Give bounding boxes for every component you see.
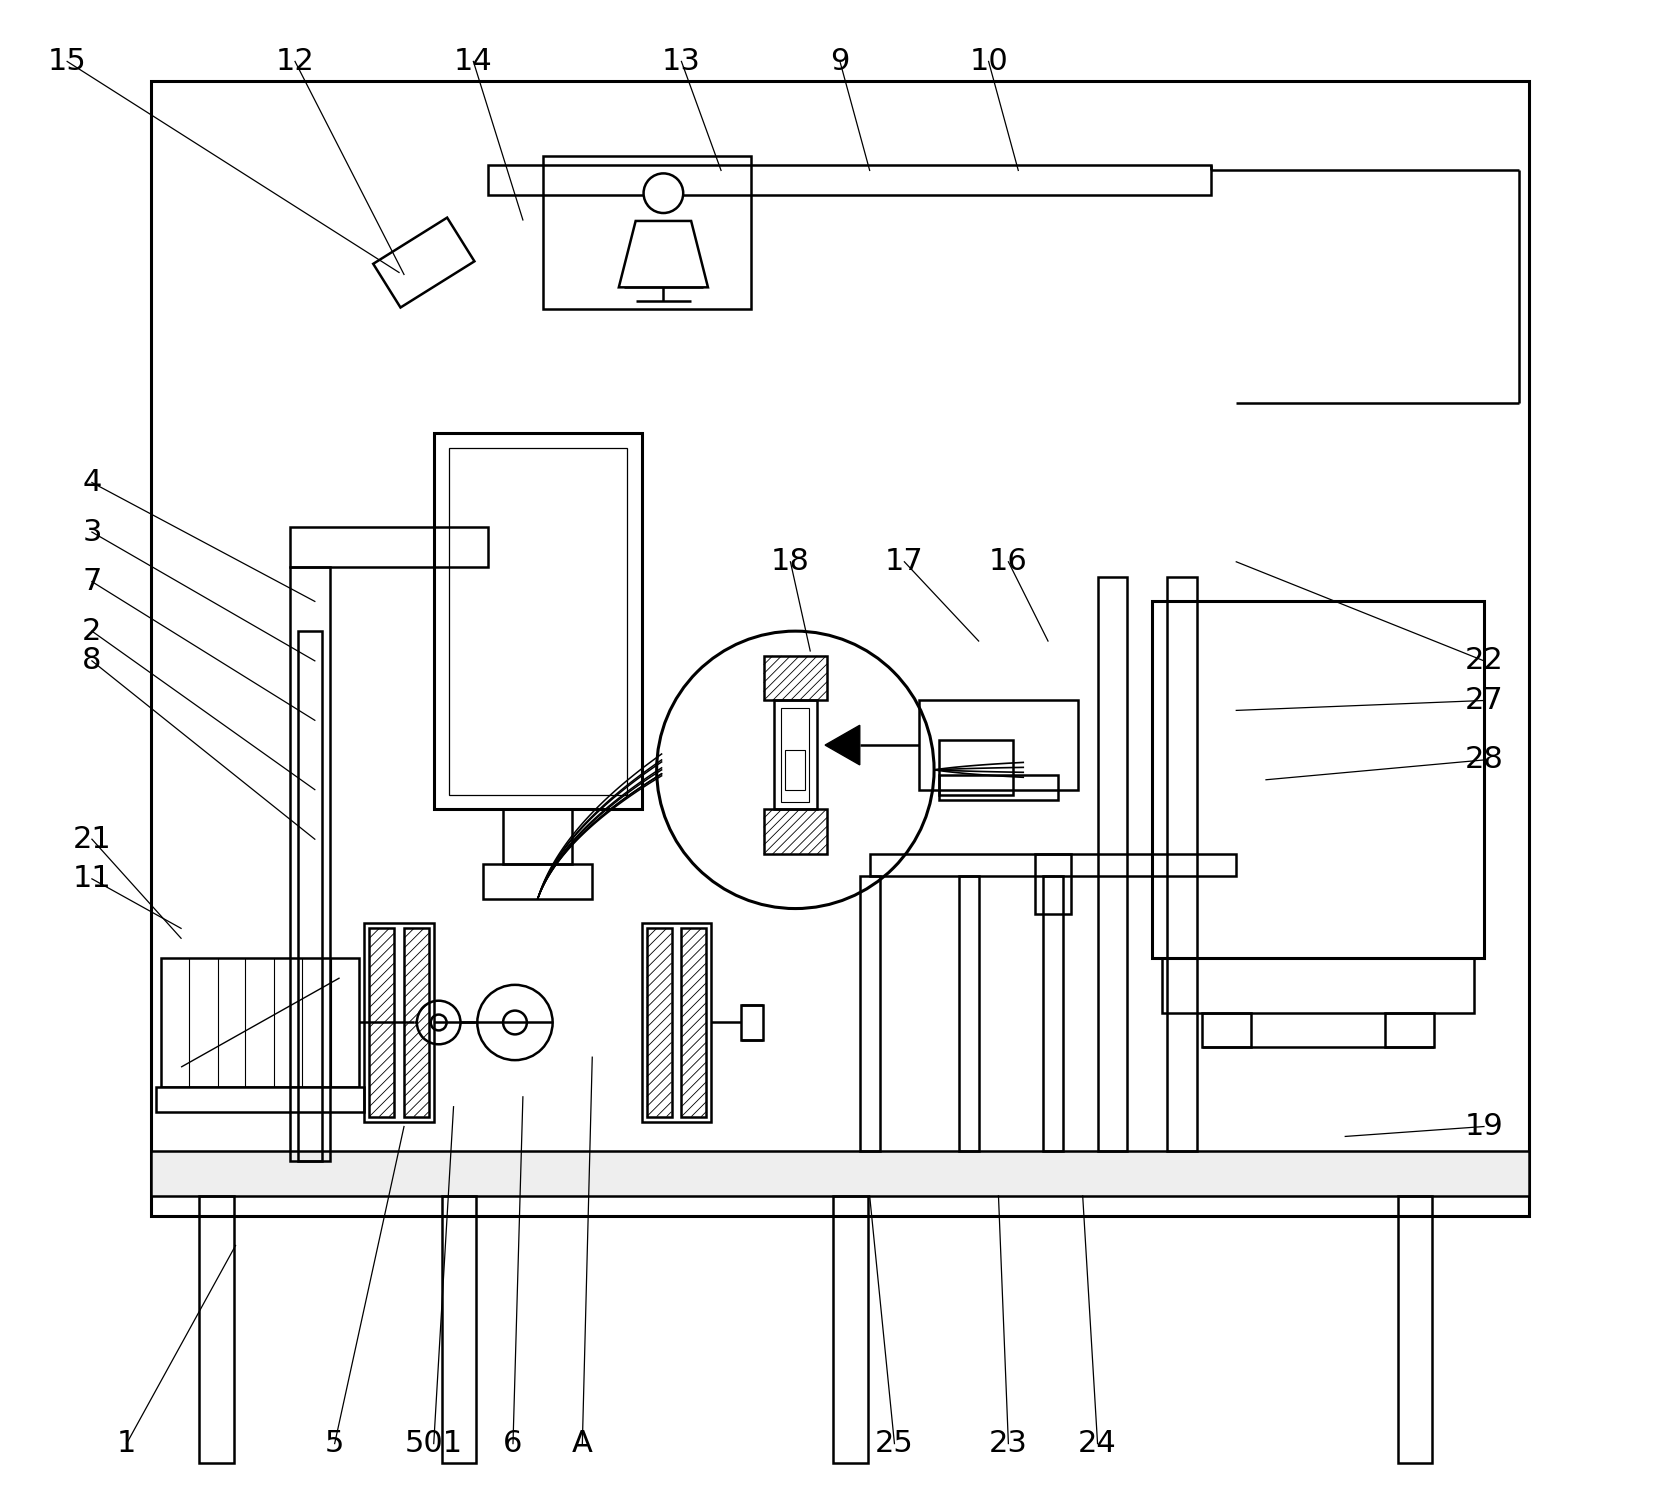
Bar — [502, 809, 572, 864]
Text: 21: 21 — [72, 824, 112, 853]
Bar — [157, 1087, 364, 1112]
Bar — [960, 876, 978, 1151]
Bar — [764, 809, 828, 854]
Bar — [1385, 1013, 1434, 1047]
Bar — [870, 854, 1237, 876]
Bar — [1043, 876, 1063, 1151]
Bar — [781, 708, 809, 802]
Text: 22: 22 — [1465, 647, 1504, 675]
Bar — [741, 1005, 763, 1040]
Bar — [484, 864, 592, 898]
Bar — [940, 740, 1013, 794]
Bar — [442, 1197, 476, 1463]
Bar — [542, 155, 751, 309]
Text: 3: 3 — [82, 517, 102, 547]
Text: 6: 6 — [504, 1429, 522, 1459]
Bar — [940, 775, 1058, 800]
Text: 14: 14 — [454, 47, 492, 75]
Text: 24: 24 — [1078, 1429, 1117, 1459]
Bar — [162, 958, 359, 1087]
Bar — [369, 928, 394, 1117]
Text: 12: 12 — [275, 47, 314, 75]
Bar — [434, 433, 643, 809]
Bar — [1202, 1013, 1252, 1047]
Text: 5: 5 — [325, 1429, 344, 1459]
Bar — [764, 656, 828, 701]
Text: 2: 2 — [82, 616, 102, 645]
Text: 4: 4 — [82, 469, 102, 497]
Bar — [1397, 1197, 1432, 1463]
Text: 15: 15 — [48, 47, 87, 75]
Bar — [643, 924, 711, 1121]
Text: 1: 1 — [117, 1429, 137, 1459]
Text: 13: 13 — [663, 47, 701, 75]
Bar — [1162, 958, 1474, 1013]
Bar — [290, 527, 489, 567]
Text: 9: 9 — [829, 47, 850, 75]
Bar — [290, 567, 330, 1162]
Bar — [833, 1197, 868, 1463]
Text: 7: 7 — [82, 567, 102, 597]
Text: 27: 27 — [1465, 686, 1504, 714]
Text: A: A — [572, 1429, 592, 1459]
Bar — [489, 166, 1212, 196]
Bar — [449, 448, 628, 794]
Bar — [681, 928, 706, 1117]
Bar — [404, 928, 429, 1117]
Polygon shape — [619, 222, 708, 288]
Bar — [1152, 601, 1484, 958]
Bar — [860, 876, 880, 1151]
Bar — [1035, 854, 1071, 913]
Polygon shape — [824, 725, 860, 766]
Text: 8: 8 — [82, 647, 102, 675]
Bar — [199, 1197, 234, 1463]
Text: 17: 17 — [885, 547, 923, 576]
Bar — [1098, 577, 1127, 1151]
Bar — [299, 631, 322, 1162]
Text: 18: 18 — [771, 547, 809, 576]
Bar — [786, 750, 804, 790]
Text: 28: 28 — [1464, 746, 1504, 775]
Bar — [920, 701, 1078, 790]
Text: 11: 11 — [72, 865, 112, 894]
Text: 19: 19 — [1465, 1112, 1504, 1141]
Text: 10: 10 — [970, 47, 1008, 75]
Text: 16: 16 — [990, 547, 1028, 576]
Text: 501: 501 — [404, 1429, 462, 1459]
Bar — [648, 928, 671, 1117]
Circle shape — [644, 173, 683, 212]
Text: 23: 23 — [990, 1429, 1028, 1459]
Text: 25: 25 — [875, 1429, 915, 1459]
Bar — [152, 1151, 1529, 1197]
Bar — [773, 701, 818, 809]
Bar — [152, 81, 1529, 1216]
Bar — [364, 924, 434, 1121]
Bar — [1167, 577, 1197, 1151]
